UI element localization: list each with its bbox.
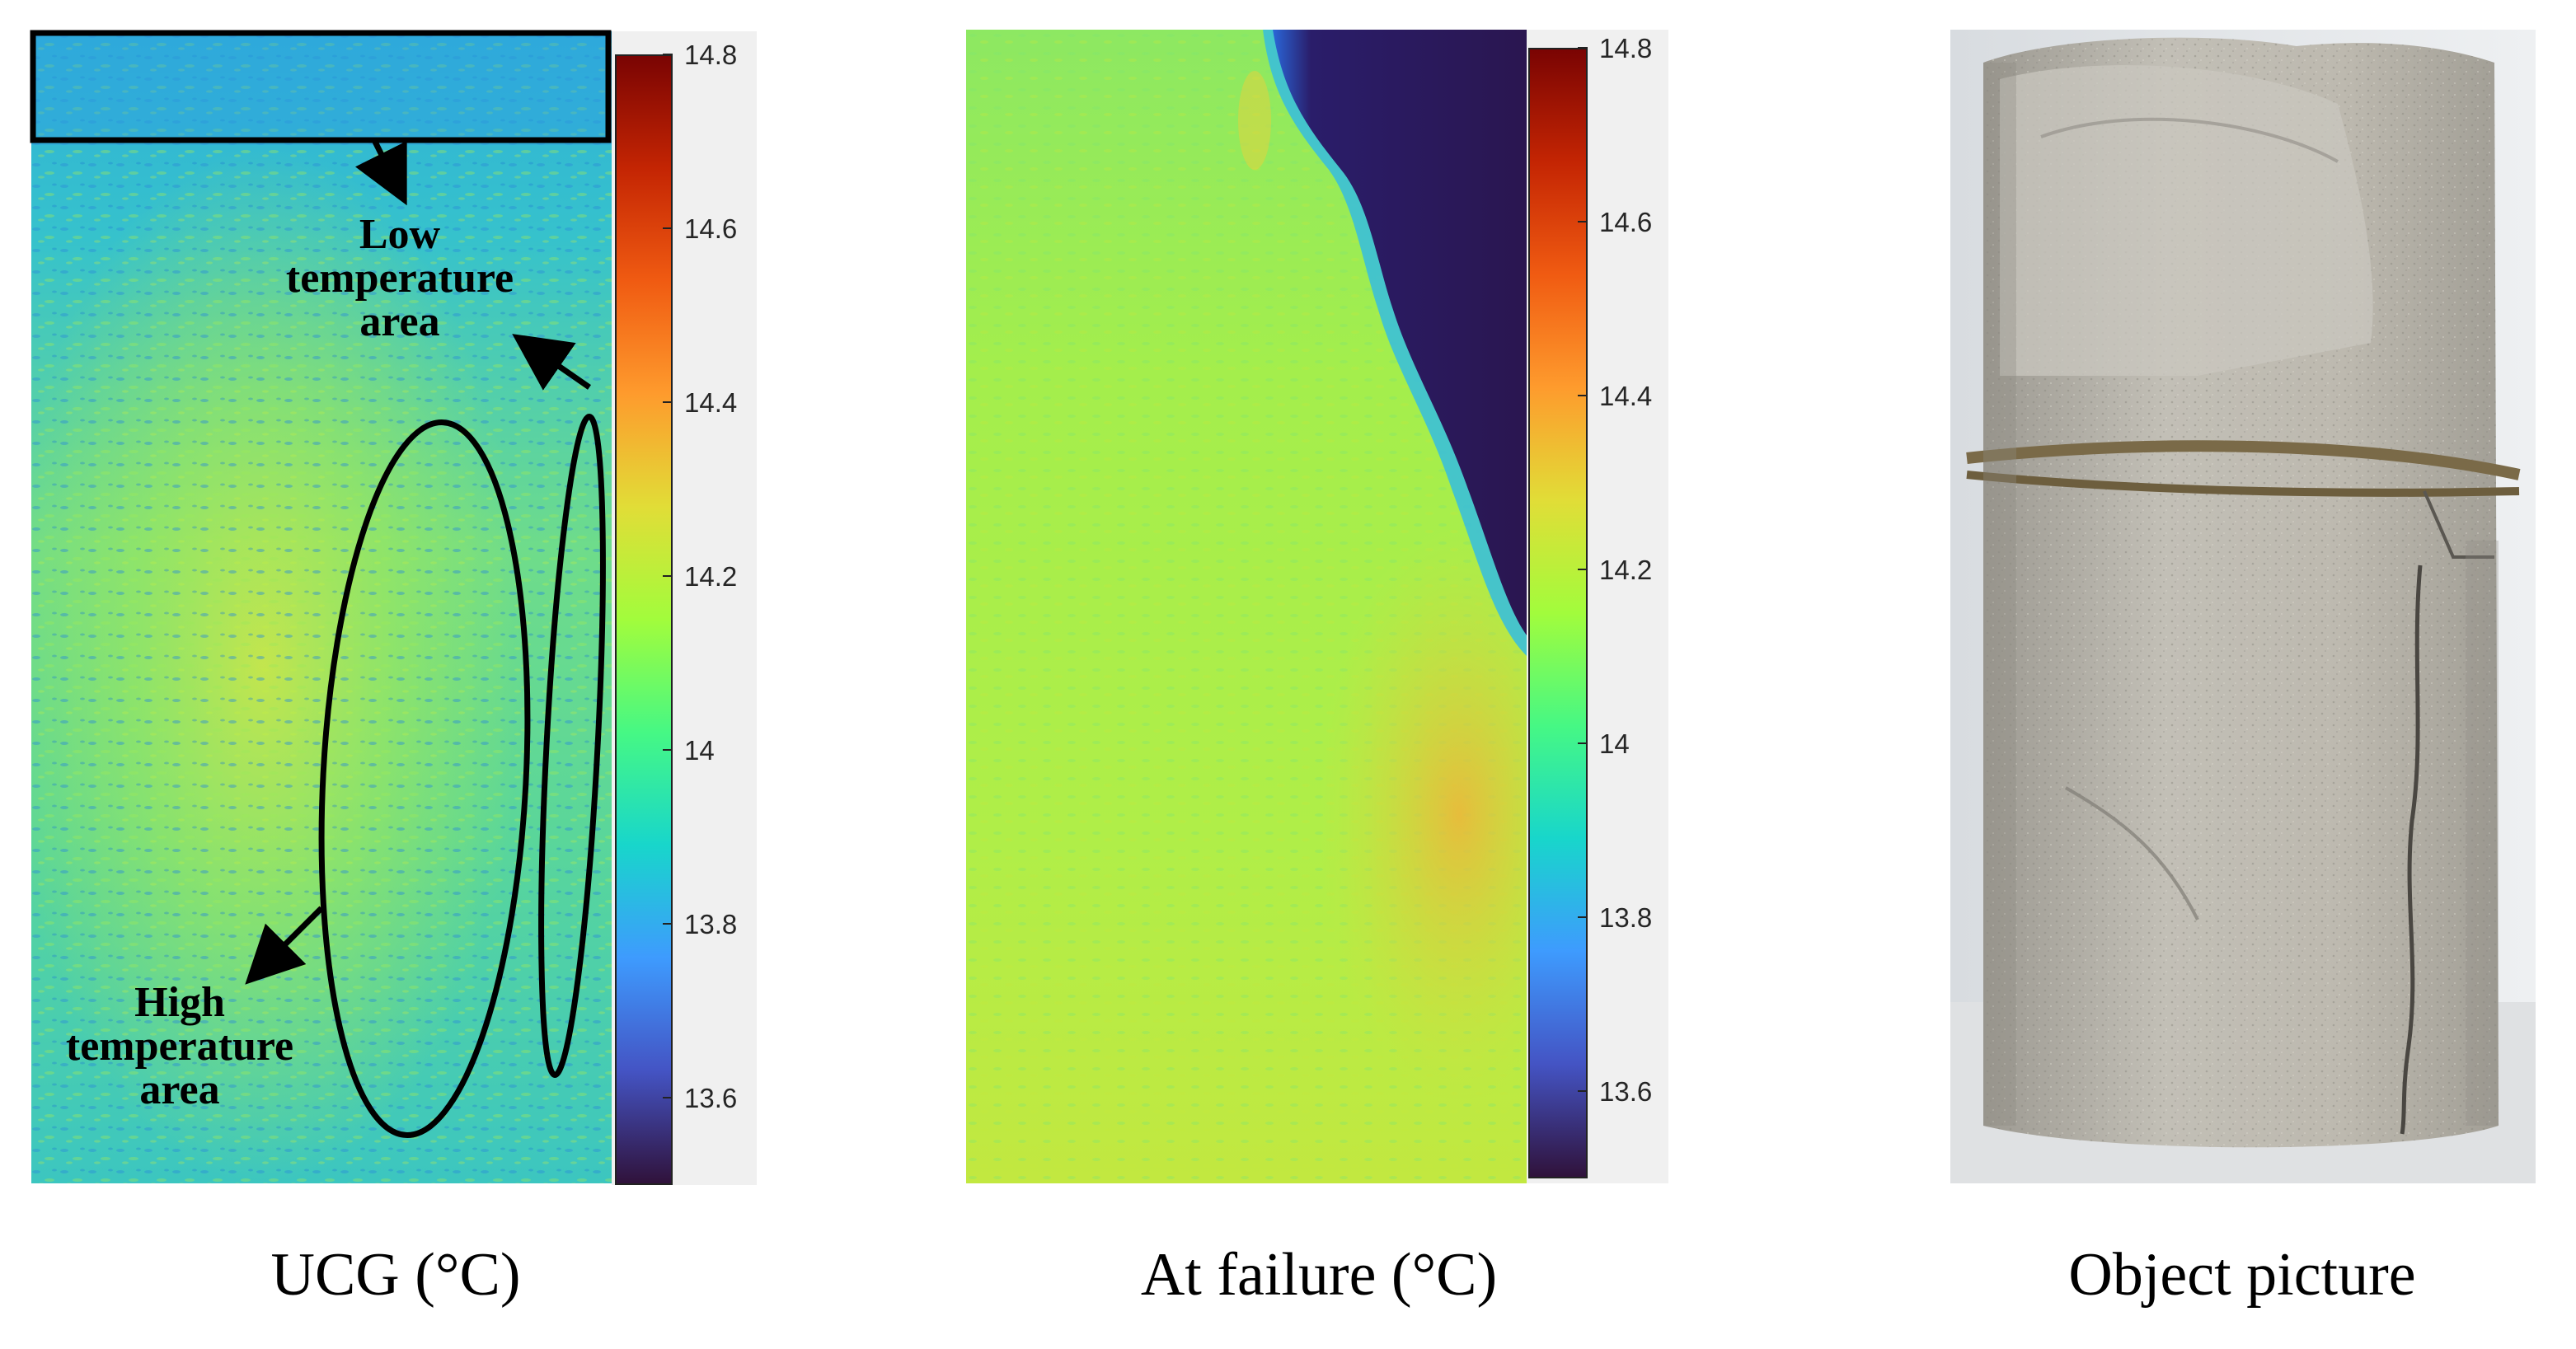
colorbar-tick-label: 14.6 [1599,207,1653,238]
colorbar-tickmark [1578,1090,1588,1093]
colorbar-tick-label: 14.4 [684,387,738,419]
high-temp-ellipse [318,419,531,1138]
edge-ellipse [538,414,606,1078]
ucg-colorbar-gradient [615,54,673,1185]
annotation-word: High [134,979,225,1026]
colorbar-tickmark [663,227,673,230]
colorbar-tick-label: 14.8 [684,40,738,70]
object-photo-svg [1950,30,2536,1183]
high-temp-label: High temperature area [23,981,336,1112]
high-temp-arrow [245,906,324,985]
low-temp-label: Low temperature area [239,213,561,344]
colorbar-tick-label: 14.6 [684,213,738,245]
colorbar-tickmark [1578,742,1588,745]
colorbar-tickmark [663,401,673,404]
colorbar-tick-label: 14.2 [1599,555,1653,586]
failure-colorbar [1527,30,1668,1183]
colorbar-tick-label: 13.6 [684,1083,738,1114]
ucg-caption: UCG (°C) [270,1241,521,1309]
colorbar-tickmark [663,1097,673,1099]
colorbar-tick-label: 14.2 [684,561,738,593]
colorbar-tick-label: 13.8 [684,909,738,940]
annotation-word: Low [359,211,441,258]
low-temp-arrow [355,140,407,206]
colorbar-tick-label: 13.8 [1599,902,1653,934]
failure-thermal-image [966,30,1527,1183]
colorbar-tickmark [663,54,673,55]
colorbar-tick-label: 14.8 [1599,33,1653,63]
ucg-thermal-svg [31,31,612,1183]
colorbar-tickmark [1578,395,1588,397]
colorbar-tick-label: 13.6 [1599,1076,1653,1108]
colorbar-tickmark [1578,569,1588,571]
ucg-colorbar [612,31,757,1185]
failure-colorbar-gradient [1528,48,1588,1178]
annotation-word: area [139,1066,220,1114]
colorbar-tickmark [663,749,673,752]
colorbar-tick-label: 14 [1599,728,1630,760]
failure-thermal-svg [966,30,1527,1183]
colorbar-tick-label: 14 [684,735,715,766]
colorbar-tickmark [663,923,673,925]
colorbar-tickmark [1578,47,1588,49]
low-temp-box [30,30,612,143]
ucg-thermal-image [31,31,612,1183]
low-temp-arrow-2 [512,334,591,391]
object-caption: Object picture [2068,1241,2416,1309]
colorbar-tickmark [1578,916,1588,919]
colorbar-tickmark [1578,221,1588,223]
annotation-word: area [359,298,440,346]
colorbar-tickmark [663,575,673,578]
annotation-word: temperature [65,1023,294,1070]
object-photo [1950,30,2536,1183]
failure-caption: At failure (°C) [1140,1241,1498,1309]
colorbar-tick-label: 14.4 [1599,381,1653,412]
annotation-word: temperature [285,255,514,302]
